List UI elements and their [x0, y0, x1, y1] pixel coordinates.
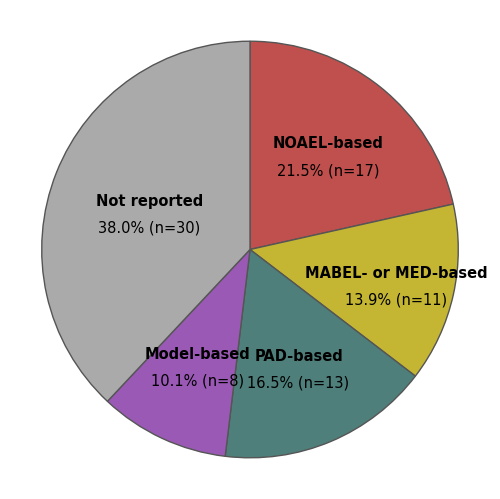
Text: 10.1% (n=8): 10.1% (n=8): [150, 374, 244, 389]
Text: Model-based: Model-based: [144, 347, 250, 362]
Wedge shape: [250, 204, 458, 376]
Text: 38.0% (n=30): 38.0% (n=30): [98, 221, 200, 236]
Wedge shape: [250, 41, 454, 250]
Text: 16.5% (n=13): 16.5% (n=13): [248, 376, 350, 391]
Text: 13.9% (n=11): 13.9% (n=11): [346, 293, 448, 308]
Text: 21.5% (n=17): 21.5% (n=17): [277, 163, 380, 178]
Text: MABEL- or MED-based: MABEL- or MED-based: [305, 266, 488, 281]
Wedge shape: [42, 41, 250, 401]
Text: NOAEL-based: NOAEL-based: [272, 136, 384, 151]
Wedge shape: [108, 250, 250, 456]
Text: Not reported: Not reported: [96, 194, 203, 209]
Text: PAD-based: PAD-based: [254, 349, 343, 364]
Wedge shape: [225, 250, 416, 458]
